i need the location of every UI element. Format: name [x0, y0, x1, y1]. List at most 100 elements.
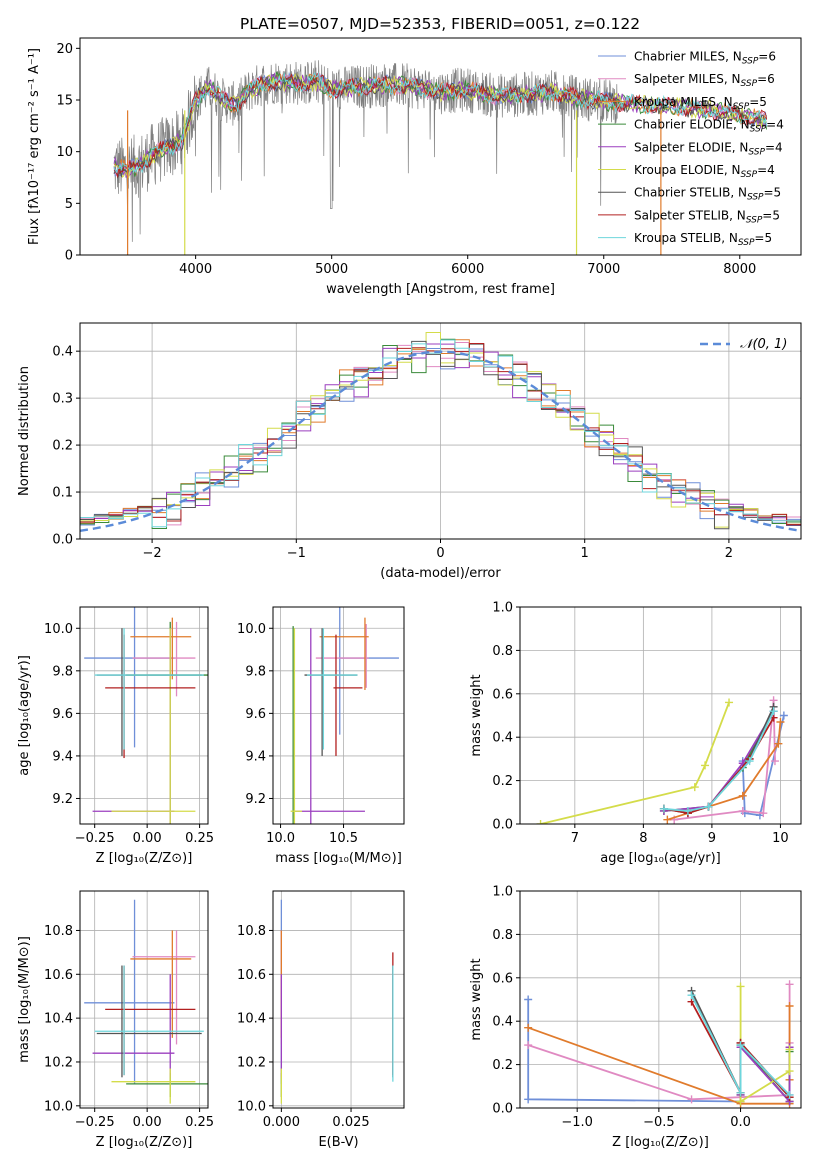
weight-marker [524, 1023, 533, 1032]
y-tick-label: 0.0 [492, 1102, 513, 1117]
weight-line [739, 1044, 791, 1104]
weight-marker [725, 698, 734, 707]
weight-marker [776, 718, 785, 727]
weight-marker [785, 980, 794, 989]
axes-frame [79, 890, 209, 1109]
y-tick-label: 0.0 [492, 818, 513, 833]
errorbar-point [130, 617, 192, 680]
age-vs-Z-axes: −0.25 0.00 0.25 9.2 9.4 9.6 9.8 10.0 Z [log₁₀(Z/… [17, 606, 214, 866]
y-tick-label: 10.2 [44, 1055, 73, 1070]
y-tick-label: 10.0 [44, 622, 73, 637]
age-vs-Z-plot-area [84, 607, 208, 824]
y-tick-label: 0.4 [492, 731, 513, 746]
x-tick-label: 0.025 [332, 1115, 369, 1130]
errorbar-point [290, 628, 302, 824]
spectrum-panel: 4000 5000 6000 7000 8000 0 5 10 15 20 wavelength [… [27, 37, 802, 297]
mass-weight-vs-Z-plot-area [524, 980, 794, 1108]
x-axis-label: Z [log₁₀(Z/Z⊙)] [96, 851, 193, 866]
model-line [113, 74, 768, 179]
weight-marker [738, 806, 747, 815]
y-tick-label: 10 [56, 145, 73, 160]
x-tick-label: −0.5 [643, 1115, 675, 1130]
errorbar-point [92, 974, 175, 1078]
normal-curve [80, 350, 801, 532]
weight-marker [736, 1041, 745, 1050]
y-axis-label: mass weight [469, 674, 484, 756]
errorbar-point [295, 628, 365, 824]
x-axis-label: Z [log₁₀(Z/Z⊙)] [612, 1135, 709, 1150]
errorbar-point [84, 607, 175, 748]
y-tick-label: 9.2 [245, 792, 266, 807]
errorbar-point [307, 628, 358, 750]
y-tick-label: 0.6 [492, 687, 513, 702]
weight-marker [659, 804, 668, 813]
weight-marker [663, 815, 672, 824]
weight-line [663, 706, 775, 815]
weight-line [663, 717, 775, 815]
x-tick-label: 8000 [723, 262, 756, 277]
y-tick-label: 0 [65, 249, 73, 264]
y-tick-label: 0.4 [52, 345, 73, 360]
mass-weight-vs-age-panel: 7 8 9 10 0.0 0.2 0.4 0.6 0.8 1.0 age [log₁₀(age/yr… [469, 601, 802, 866]
x-tick-label: 6000 [451, 262, 484, 277]
y-tick-label: 10.8 [44, 924, 73, 939]
x-tick-label: 0.00 [133, 1115, 162, 1130]
x-tick-label: −1 [287, 546, 306, 561]
y-tick-label: 20 [56, 42, 73, 57]
weight-marker [785, 1002, 794, 1011]
weight-marker [683, 806, 692, 815]
x-tick-label: 0.000 [263, 1115, 300, 1130]
x-tick-label: 0.00 [133, 831, 162, 846]
y-axis-label: Flux [fλ10⁻¹⁷ erg cm⁻² s⁻¹ A⁻¹] [27, 48, 42, 245]
axes-frame [79, 606, 209, 825]
y-axis-label: Normed distribution [17, 366, 32, 496]
weight-marker [524, 1095, 533, 1104]
x-axis-label: mass [log₁₀(M/M⊙)] [275, 851, 402, 866]
x-tick-label: 7 [571, 831, 579, 846]
legend-entry: Salpeter MILES, NSSP=6 [634, 72, 775, 89]
weight-marker [759, 809, 768, 818]
y-tick-label: 0.6 [492, 971, 513, 986]
weight-marker [736, 1097, 745, 1106]
spectrum-plot-area [113, 60, 768, 255]
y-tick-label: 10.2 [237, 1055, 266, 1070]
y-axis-label: mass weight [469, 958, 484, 1040]
y-tick-label: 10.0 [237, 1099, 266, 1114]
weight-marker [687, 1095, 696, 1104]
weight-line [540, 702, 730, 824]
weight-marker [704, 802, 713, 811]
y-tick-label: 0.3 [52, 392, 73, 407]
legend-entry: Kroupa STELIB, NSSP=5 [634, 231, 772, 248]
age-vs-mass-plot-area [290, 607, 399, 824]
x-tick-label: 1 [581, 546, 589, 561]
y-tick-label: 0.2 [492, 774, 513, 789]
axes-frame [272, 890, 405, 1109]
weight-marker [736, 1088, 745, 1097]
y-tick-label: 10.4 [44, 1012, 73, 1027]
errorbar-point [105, 965, 196, 1076]
errorbar-point [304, 628, 358, 756]
mass-weight-vs-age-plot-area [536, 696, 788, 824]
age-vs-Z-panel: −0.25 0.00 0.25 9.2 9.4 9.6 9.8 10.0 Z [log₁₀(Z/… [17, 606, 214, 866]
x-axis-label: E(B-V) [318, 1135, 358, 1150]
spectrum-axes: 4000 5000 6000 7000 8000 0 5 10 15 20 wavelength [… [27, 37, 802, 297]
y-tick-label: 0.1 [52, 486, 73, 501]
mass-vs-EBV-plot-area [280, 899, 394, 1104]
errorbar-point [126, 621, 208, 824]
errorbar-point [130, 930, 192, 1038]
y-tick-label: 9.6 [245, 707, 266, 722]
weight-marker [785, 1045, 794, 1054]
weight-line [663, 710, 775, 812]
weight-marker [774, 739, 783, 748]
weight-marker [536, 820, 545, 824]
y-axis-label: mass [log₁₀(M/M⊙)] [17, 936, 32, 1063]
errorbar-point [84, 899, 175, 1084]
y-tick-label: 9.4 [245, 749, 266, 764]
histogram-step [80, 340, 801, 530]
x-tick-label: 5000 [315, 262, 348, 277]
weight-marker [524, 1041, 533, 1050]
mass-weight-vs-age-axes: 7 8 9 10 0.0 0.2 0.4 0.6 0.8 1.0 age [log₁₀(age/yr… [469, 601, 802, 866]
legend-entry: Kroupa ELODIE, NSSP=4 [634, 163, 775, 180]
x-tick-label: 7000 [587, 262, 620, 277]
